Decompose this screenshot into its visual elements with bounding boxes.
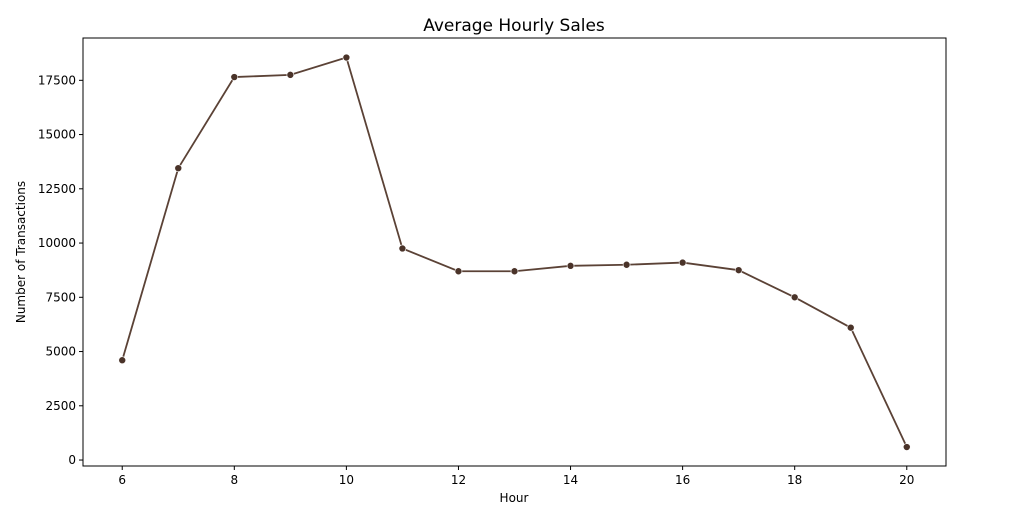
point <box>622 260 631 269</box>
y-tick-label: 12500 <box>38 182 76 196</box>
x-tick-label: 10 <box>339 473 354 487</box>
y-tick-label: 10000 <box>38 236 76 250</box>
point <box>846 323 855 332</box>
point <box>454 267 463 276</box>
x-tick-label: 12 <box>451 473 466 487</box>
x-tick-label: 18 <box>787 473 802 487</box>
y-tick-label: 7500 <box>45 290 76 304</box>
point <box>174 164 183 172</box>
x-tick-label: 8 <box>230 473 238 487</box>
y-tick-label: 0 <box>68 453 76 467</box>
plot-frame <box>82 37 947 467</box>
y-tick-label: 2500 <box>45 399 76 413</box>
point <box>678 258 687 267</box>
x-tick-label: 14 <box>563 473 578 487</box>
x-tick-label: 16 <box>675 473 690 487</box>
y-tick-label: 5000 <box>45 345 76 359</box>
y-axis-label: Number of Transactions <box>14 181 28 323</box>
x-tick-label: 6 <box>118 473 126 487</box>
point <box>734 266 743 274</box>
x-axis-label: Hour <box>500 491 529 505</box>
series-line <box>121 56 908 448</box>
point <box>902 443 911 451</box>
point <box>398 244 407 253</box>
y-tick-label: 17500 <box>38 73 76 87</box>
y-tick-label: 15000 <box>38 128 76 142</box>
chart-title: Average Hourly Sales <box>423 16 605 36</box>
point <box>230 73 239 81</box>
point <box>342 53 351 62</box>
point <box>118 356 127 365</box>
point <box>566 262 575 270</box>
point <box>510 267 519 276</box>
point <box>286 71 295 79</box>
point <box>790 293 799 302</box>
x-tick-label: 20 <box>899 473 914 487</box>
